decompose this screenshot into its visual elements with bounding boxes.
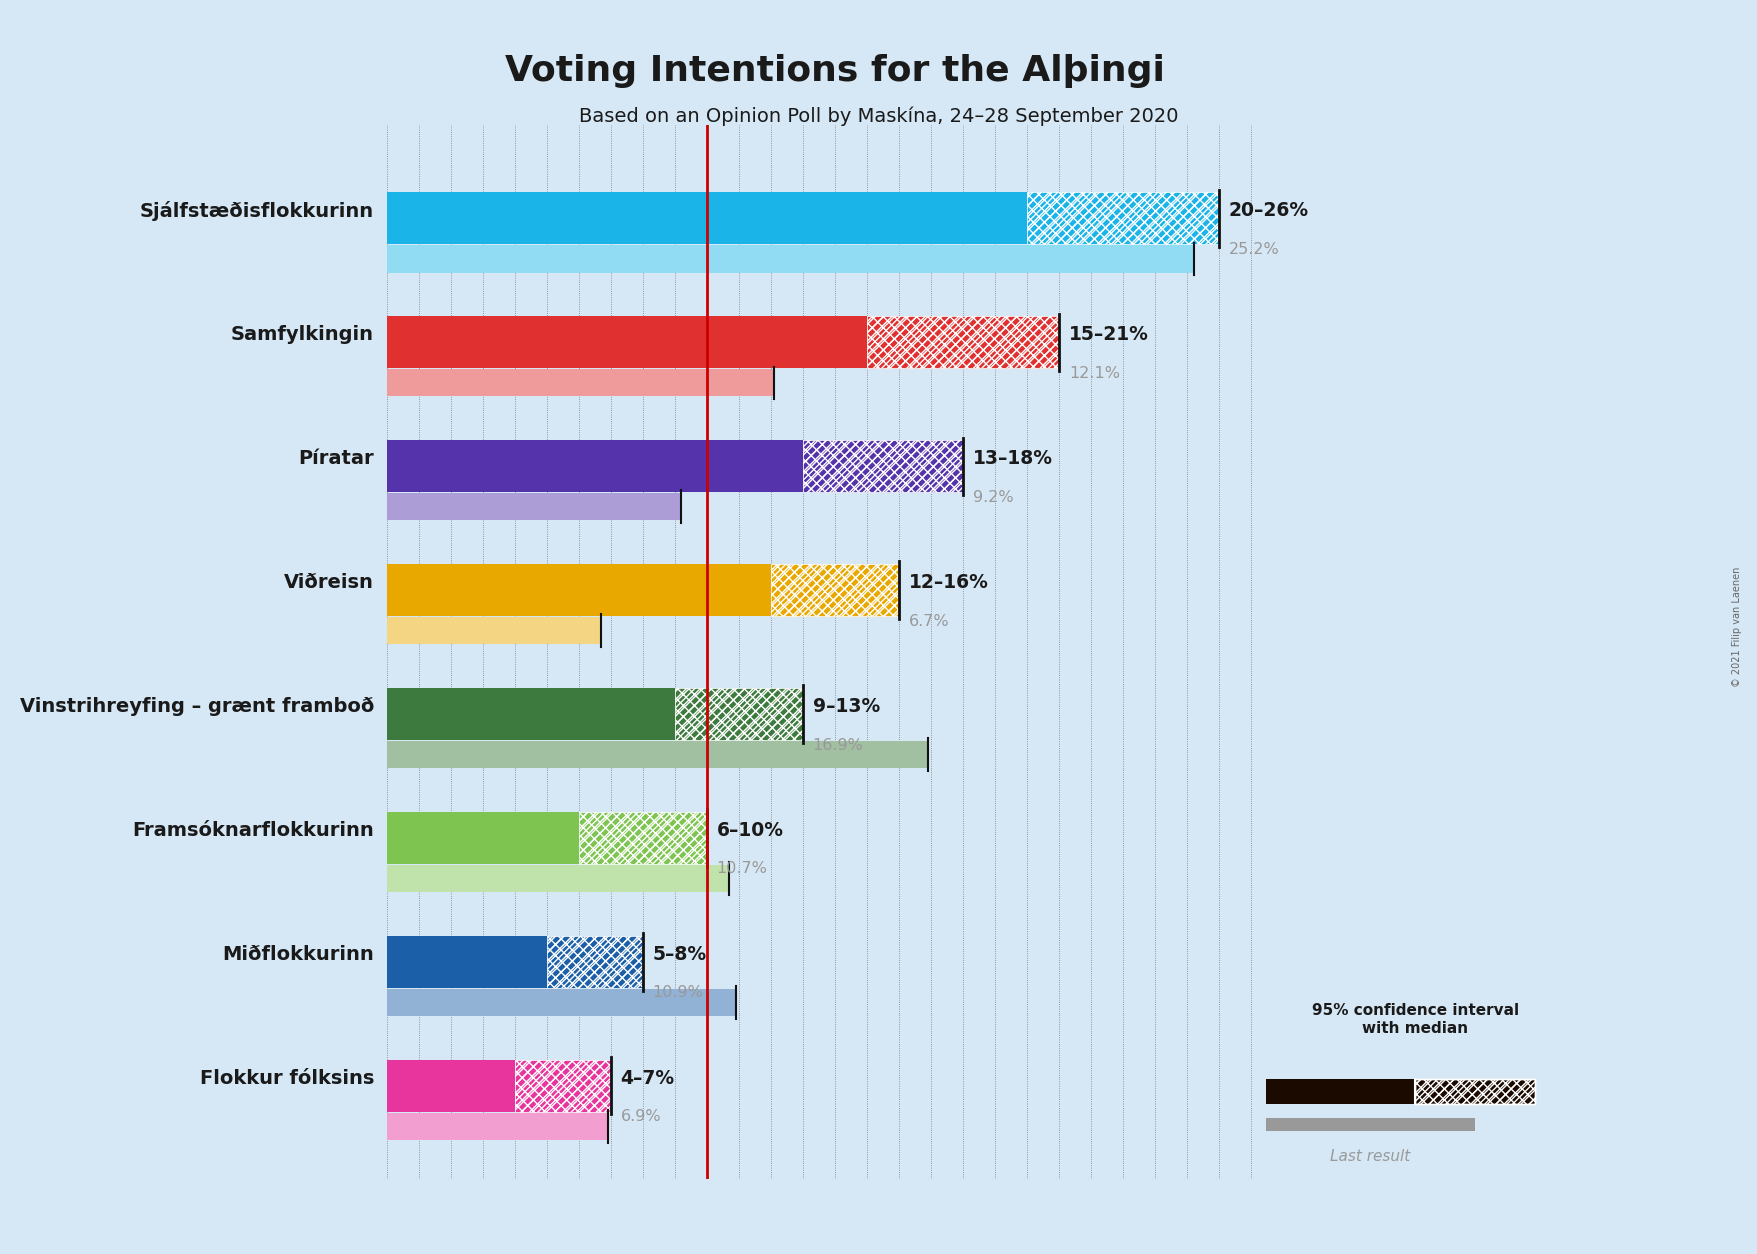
Bar — [387, 192, 1026, 245]
Bar — [546, 935, 643, 988]
Text: Last result: Last result — [1330, 1150, 1409, 1165]
Bar — [387, 989, 736, 1016]
Bar — [675, 688, 803, 740]
Bar — [803, 440, 963, 493]
Text: 25.2%: 25.2% — [1228, 242, 1279, 257]
Title: Voting Intentions for the Alþingi: Voting Intentions for the Alþingi — [504, 54, 1165, 88]
Text: 15–21%: 15–21% — [1068, 325, 1147, 345]
Bar — [387, 688, 675, 740]
Bar — [1414, 1078, 1534, 1104]
Bar — [803, 440, 963, 493]
Text: 10.7%: 10.7% — [717, 861, 768, 877]
Text: 9.2%: 9.2% — [972, 489, 1012, 504]
Bar — [578, 811, 706, 864]
Text: 5–8%: 5–8% — [652, 946, 706, 964]
Bar — [1265, 1078, 1414, 1104]
Bar — [515, 1060, 611, 1112]
Text: Samfylkingin: Samfylkingin — [230, 325, 374, 345]
Text: 12.1%: 12.1% — [1068, 366, 1119, 381]
Text: 4–7%: 4–7% — [620, 1068, 675, 1088]
Bar — [1414, 1078, 1534, 1104]
Bar — [387, 935, 546, 988]
Bar — [866, 316, 1058, 369]
Bar — [387, 493, 682, 520]
Bar — [546, 935, 643, 988]
Bar — [387, 865, 729, 892]
Text: 9–13%: 9–13% — [812, 697, 880, 716]
Text: Vinstrihreyfing – grænt framboð: Vinstrihreyfing – grænt framboð — [19, 697, 374, 716]
Bar — [387, 1112, 608, 1140]
Bar — [1026, 192, 1219, 245]
Bar — [515, 1060, 611, 1112]
Text: 13–18%: 13–18% — [972, 449, 1052, 468]
Text: 10.9%: 10.9% — [652, 986, 703, 1001]
Text: Viðreisn: Viðreisn — [285, 573, 374, 592]
Text: 12–16%: 12–16% — [908, 573, 987, 592]
Bar — [578, 811, 706, 864]
Bar — [771, 564, 898, 616]
Bar — [387, 369, 773, 396]
Text: Píratar: Píratar — [299, 449, 374, 468]
Bar — [771, 564, 898, 616]
Text: Based on an Opinion Poll by Maskína, 24–28 September 2020: Based on an Opinion Poll by Maskína, 24–… — [578, 107, 1179, 127]
Bar — [387, 440, 803, 493]
Text: © 2021 Filip van Laenen: © 2021 Filip van Laenen — [1731, 567, 1741, 687]
Text: 95% confidence interval
with median: 95% confidence interval with median — [1311, 1003, 1518, 1036]
Bar — [1026, 192, 1219, 245]
Text: 6.9%: 6.9% — [620, 1110, 661, 1125]
Text: 6–10%: 6–10% — [717, 821, 784, 840]
Bar — [866, 316, 1058, 369]
Bar — [387, 246, 1193, 272]
Bar — [387, 1060, 515, 1112]
Bar — [387, 811, 578, 864]
Bar — [387, 564, 771, 616]
Bar — [1265, 1119, 1474, 1131]
Bar — [675, 688, 803, 740]
Text: Sjálfstæðisflokkurinn: Sjálfstæðisflokkurinn — [141, 201, 374, 221]
Text: Flokkur fólksins: Flokkur fólksins — [200, 1068, 374, 1088]
Bar — [387, 741, 928, 769]
Bar — [387, 617, 601, 645]
Text: Miðflokkurinn: Miðflokkurinn — [221, 946, 374, 964]
Text: 6.7%: 6.7% — [908, 613, 949, 628]
Text: 20–26%: 20–26% — [1228, 202, 1309, 221]
Text: Framsóknarflokkurinn: Framsóknarflokkurinn — [132, 821, 374, 840]
Text: 16.9%: 16.9% — [812, 737, 863, 752]
Bar — [387, 316, 866, 369]
